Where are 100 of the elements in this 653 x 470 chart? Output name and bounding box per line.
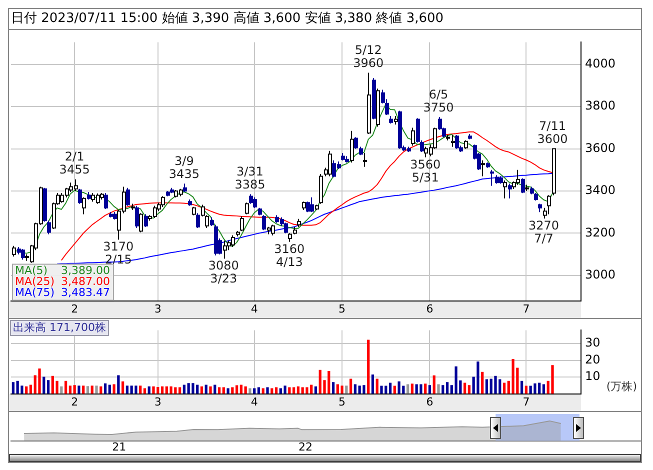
bar: [170, 386, 172, 394]
bar: [542, 384, 546, 394]
y-axis-title: (万株): [606, 378, 637, 394]
bar: [362, 385, 366, 394]
x-tick-label: 4: [250, 395, 258, 408]
bar: [117, 375, 120, 394]
bar: [160, 386, 164, 394]
bar: [388, 382, 392, 394]
x-tick-label: 22: [298, 440, 312, 454]
annotation: 7/11 3600: [537, 118, 568, 146]
annotation: 3160 4/13: [274, 242, 305, 269]
bar: [420, 384, 422, 394]
bar: [398, 381, 400, 394]
bar: [314, 386, 318, 394]
x-tick-label: 5: [338, 302, 346, 316]
x-tick-label: 6: [426, 302, 434, 316]
bar: [226, 388, 230, 394]
bar: [248, 388, 252, 394]
chart-title: 日付 2023/07/11 15:00 始値 3,390 高値 3,600 安値 3,380 終値 3,600: [8, 8, 642, 30]
series-label: MA(25) 3,487.00: [15, 275, 110, 288]
annotation: 3270 7/7: [528, 218, 560, 246]
y-tick-label: 4000: [585, 56, 616, 70]
bar: [296, 386, 300, 394]
bar: [340, 386, 344, 394]
bar: [42, 376, 46, 394]
bar: [512, 358, 514, 394]
bar: [78, 386, 80, 394]
x-tick-label: 3: [154, 395, 162, 408]
x-tick-label: 21: [112, 440, 126, 454]
bar: [494, 376, 497, 394]
x-tick-label: 3: [154, 302, 162, 316]
annotation: 3560 5/31: [410, 157, 441, 184]
bar: [112, 384, 116, 394]
annotation: 3/31 3385: [234, 164, 266, 192]
x-tick-label: 6: [426, 395, 434, 408]
bar: [284, 386, 286, 394]
bar: [502, 382, 506, 394]
bar: [367, 340, 370, 394]
bar: [454, 366, 458, 394]
bar: [126, 386, 129, 394]
bar: [25, 386, 28, 394]
bar: [380, 386, 383, 394]
bar: [64, 380, 68, 394]
y-tick-label: 3200: [585, 225, 616, 240]
chart-title: 出来高 171,700株: [10, 320, 109, 336]
y-tick-label: 3600: [585, 140, 616, 155]
annotation: 5/12 3960: [353, 42, 384, 70]
bar: [332, 382, 335, 394]
bar: [86, 386, 90, 394]
bar: [121, 381, 124, 394]
bar: [534, 383, 536, 394]
bar: [90, 386, 94, 394]
bar: [192, 383, 194, 394]
y-tick-label: 3800: [585, 98, 616, 113]
bar: [68, 386, 72, 394]
x-tick-label: 2: [71, 395, 78, 408]
bar: [406, 384, 410, 394]
y-tick-label: 20: [585, 352, 600, 366]
bar: [476, 362, 480, 394]
bar: [354, 384, 357, 394]
bar: [95, 386, 98, 394]
x-tick-label: 4: [250, 302, 258, 316]
bar: [139, 386, 142, 394]
bar: [446, 382, 449, 394]
bar: [551, 365, 554, 394]
bar: [376, 378, 378, 394]
bar: [442, 385, 444, 394]
bar: [410, 384, 414, 394]
bar: [209, 386, 212, 394]
bar: [134, 386, 138, 394]
y-tick-label: 3000: [585, 268, 616, 282]
bar: [38, 368, 41, 394]
x-tick-label: 5: [338, 395, 346, 408]
bar: [244, 386, 247, 394]
bar: [481, 372, 484, 394]
bar: [104, 383, 107, 394]
bar: [60, 386, 63, 394]
bar: [148, 386, 150, 394]
bar: [428, 385, 432, 394]
bar: [46, 380, 50, 394]
bar: [73, 385, 76, 394]
annotation: 6/5 3750: [423, 87, 454, 114]
text: MA(75) 3,483.47: [15, 286, 110, 300]
annotation: 3080 3/23: [208, 258, 239, 286]
bar: [200, 386, 204, 394]
bar: [349, 378, 352, 394]
y-tick-label: 3400: [585, 183, 616, 198]
x-tick-label: 7: [522, 395, 530, 408]
bar: [468, 385, 471, 394]
bar: [100, 386, 102, 394]
bar: [12, 382, 15, 394]
x-tick-label: 7: [522, 302, 530, 316]
annotation: 2/1 3455: [59, 150, 90, 177]
bar: [432, 375, 436, 394]
bar: [152, 386, 155, 394]
bar: [306, 387, 308, 394]
bar: [371, 374, 374, 394]
bar: [485, 379, 488, 394]
bar: [266, 387, 269, 394]
bar: [463, 382, 466, 394]
